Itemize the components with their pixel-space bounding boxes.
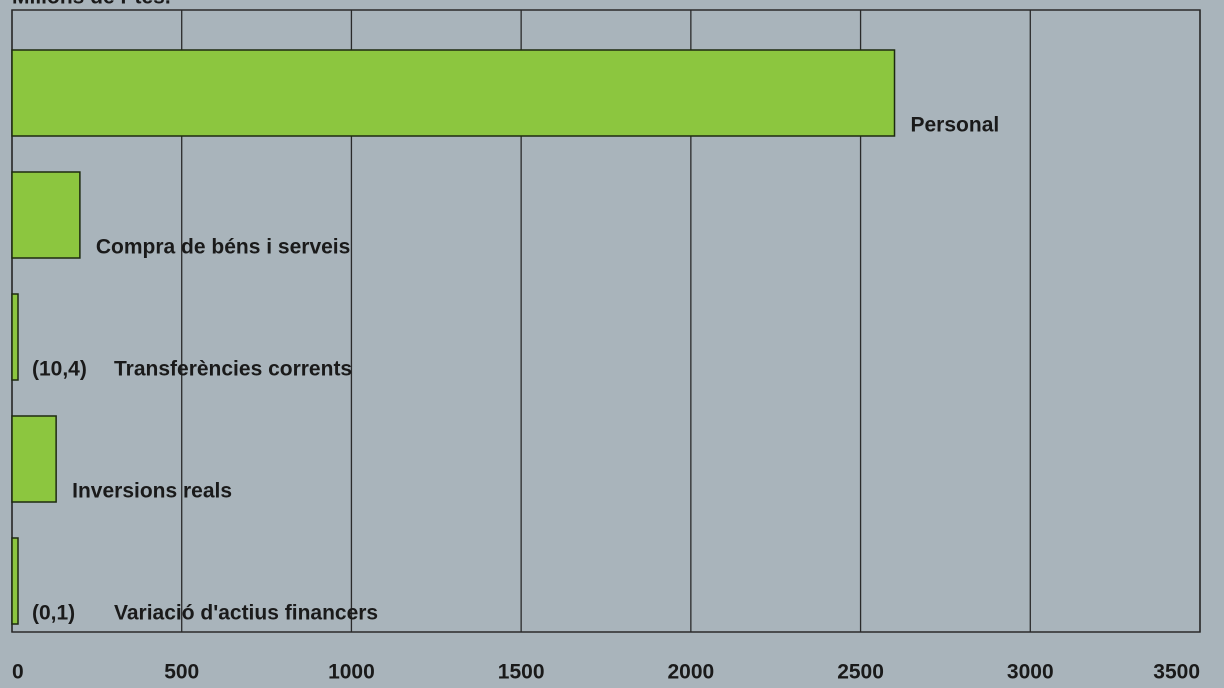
x-tick-label: 3000 <box>1007 661 1054 684</box>
category-label: Variació d'actius financers <box>114 602 378 625</box>
value-label: (0,1) <box>32 602 75 625</box>
x-tick-label: 0 <box>12 661 24 684</box>
x-tick-label: 3500 <box>1153 661 1200 684</box>
x-tick-label: 2000 <box>667 661 714 684</box>
bar <box>11 171 81 259</box>
category-label: Personal <box>911 114 1000 137</box>
bar <box>11 537 19 625</box>
category-label: Compra de béns i serveis <box>96 236 350 259</box>
axis-label: Milions de Ptes. <box>12 0 171 9</box>
x-tick-label: 1000 <box>328 661 375 684</box>
bar <box>11 293 19 381</box>
category-label: Transferències corrents <box>114 358 352 381</box>
bar <box>11 49 896 137</box>
bar <box>11 415 57 503</box>
category-label: Inversions reals <box>72 480 232 503</box>
x-tick-label: 1500 <box>498 661 545 684</box>
value-label: (10,4) <box>32 358 87 381</box>
x-tick-label: 500 <box>164 661 199 684</box>
x-tick-label: 2500 <box>837 661 884 684</box>
